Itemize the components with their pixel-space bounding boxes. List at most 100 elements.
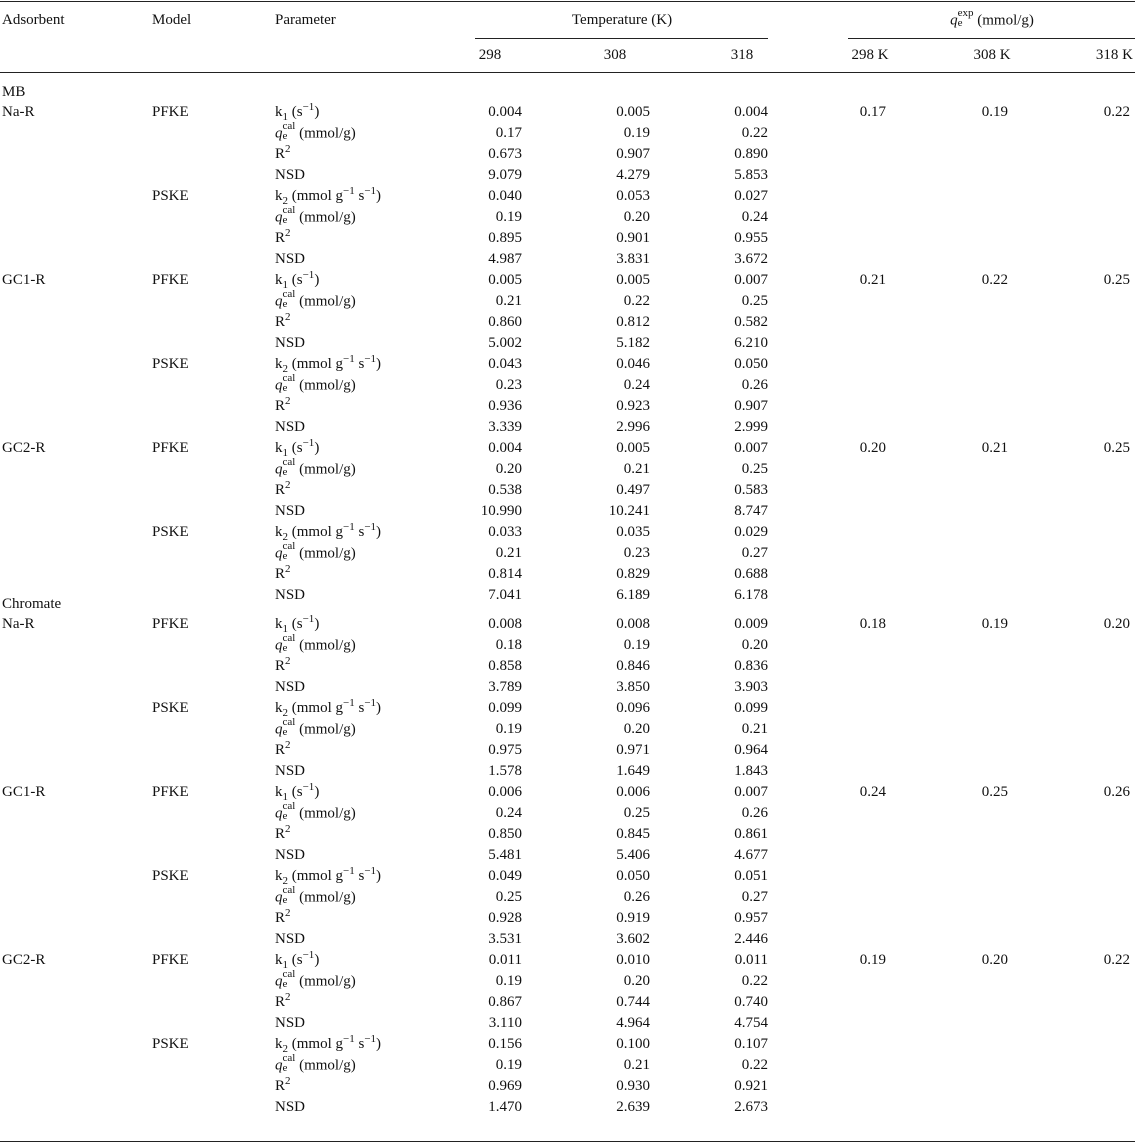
- text: q: [275, 209, 283, 226]
- qexp-value: 0.22: [1103, 104, 1130, 120]
- cell-value: 0.928: [488, 910, 522, 926]
- text: k: [275, 784, 283, 800]
- qexp-value: 0.19: [981, 616, 1008, 632]
- cell-value: 0.836: [734, 658, 768, 674]
- text: s: [354, 524, 365, 540]
- parameter: q cal e (mmol/g): [275, 457, 356, 478]
- header-parameter: Parameter: [275, 12, 336, 28]
- text: NSD: [275, 419, 306, 435]
- text: (s: [288, 272, 303, 288]
- text: ): [376, 1036, 382, 1052]
- adsorbent: GC1-R: [2, 784, 46, 800]
- qexp-value: 0.24: [859, 784, 886, 800]
- text: ): [314, 272, 320, 288]
- superscript: −1: [343, 865, 355, 877]
- parameter: R2: [275, 907, 291, 927]
- text: (mmol/g): [295, 637, 356, 654]
- cell-value: 0.861: [734, 826, 768, 842]
- subscript: 1: [282, 279, 289, 291]
- cell-value: 0.035: [616, 524, 650, 540]
- text: NSD: [275, 167, 306, 183]
- subscript: 2: [282, 195, 289, 207]
- parameter: NSD: [275, 1098, 305, 1116]
- text: q: [275, 461, 283, 478]
- parameter: R2: [275, 991, 291, 1011]
- cell-value: 0.919: [616, 910, 650, 926]
- text: s: [354, 700, 365, 716]
- cell-value: 0.009: [734, 616, 768, 632]
- cell-value: 0.19: [495, 1057, 522, 1073]
- qexp-value: 0.17: [859, 104, 886, 120]
- header-qexp-temp: 308 K: [973, 47, 1011, 63]
- cell-value: 0.050: [734, 356, 768, 372]
- sub-sup: cal e: [283, 969, 296, 990]
- cell-value: 0.858: [488, 658, 522, 674]
- cell-value: 3.339: [488, 419, 522, 435]
- text: ): [376, 868, 382, 884]
- cell-value: 0.582: [734, 314, 768, 330]
- qexp-value: 0.25: [981, 784, 1008, 800]
- cell-value: 8.747: [734, 503, 768, 519]
- parameter: NSD: [275, 762, 305, 780]
- cell-value: 5.002: [488, 335, 522, 351]
- superscript: −1: [302, 613, 315, 625]
- text: k: [275, 440, 283, 456]
- parameter: k2 (mmol g−1 s−1): [275, 865, 382, 887]
- model: PSKE: [152, 188, 189, 204]
- text: q: [275, 805, 283, 822]
- cell-value: 1.578: [488, 763, 522, 779]
- text: (s: [288, 440, 303, 456]
- parameter: R2: [275, 479, 291, 499]
- sub-sup: cal e: [282, 372, 296, 394]
- parameter: k2 (mmol g−1 s−1): [275, 521, 381, 543]
- superscript: 2: [285, 991, 291, 1003]
- model: PSKE: [152, 1036, 189, 1052]
- text: (mmol/g): [295, 721, 356, 738]
- text: k: [275, 700, 283, 716]
- cell-value: 4.987: [488, 251, 522, 267]
- superscript: cal: [282, 1052, 296, 1064]
- superscript: −1: [343, 697, 355, 709]
- subscript: e: [282, 810, 288, 822]
- text: (mmol/g): [295, 973, 356, 990]
- cell-value: 0.19: [495, 209, 522, 225]
- cell-value: 0.004: [488, 440, 522, 456]
- parameter: q cal e (mmol/g): [275, 1052, 356, 1074]
- cell-value: 0.24: [495, 805, 522, 821]
- subscript: 1: [282, 959, 289, 971]
- cell-value: 0.053: [616, 188, 650, 204]
- parameter: NSD: [275, 1014, 305, 1032]
- superscript: cal: [282, 372, 296, 384]
- qexp-value: 0.20: [981, 952, 1008, 968]
- cell-value: 0.005: [616, 104, 650, 120]
- cell-value: 0.27: [741, 545, 768, 561]
- text: (mmol/g): [973, 12, 1034, 29]
- parameter: q cal e (mmol/g): [275, 541, 356, 562]
- header-qexp: q exp e (mmol/g): [950, 8, 1034, 29]
- cell-value: 1.843: [734, 763, 768, 779]
- cell-value: 0.25: [495, 889, 522, 905]
- text: NSD: [275, 251, 306, 267]
- cell-value: 3.531: [488, 931, 522, 947]
- parameter: q cal e (mmol/g): [275, 289, 356, 310]
- subscript: e: [282, 466, 288, 478]
- parameter: k1 (s−1): [275, 781, 319, 803]
- cell-value: 0.050: [616, 868, 650, 884]
- cell-value: 0.930: [616, 1078, 650, 1094]
- adsorbent: Na-R: [2, 104, 35, 120]
- model: PSKE: [152, 700, 189, 716]
- cell-value: 0.005: [616, 440, 650, 456]
- adsorbent: GC1-R: [2, 272, 46, 288]
- text: s: [354, 1036, 365, 1052]
- parameter: R2: [275, 655, 291, 675]
- text: (mmol/g): [295, 209, 356, 226]
- sub-sup: cal e: [283, 205, 296, 226]
- parameter: k1 (s−1): [275, 101, 319, 123]
- text: (s: [288, 784, 303, 800]
- cell-value: 0.850: [488, 826, 522, 842]
- cell-value: 0.22: [741, 1057, 768, 1073]
- text: k: [275, 104, 283, 120]
- parameter: k1 (s−1): [275, 949, 319, 971]
- cell-value: 4.754: [734, 1015, 768, 1031]
